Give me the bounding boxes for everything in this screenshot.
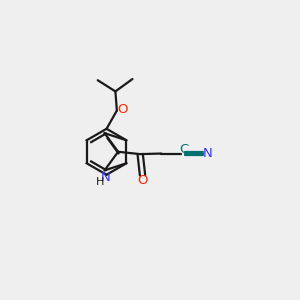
Text: N: N [202,147,212,160]
Text: C: C [180,143,189,156]
Text: O: O [138,174,148,188]
Text: N: N [101,171,111,184]
Text: O: O [117,103,128,116]
Text: H: H [96,176,105,187]
